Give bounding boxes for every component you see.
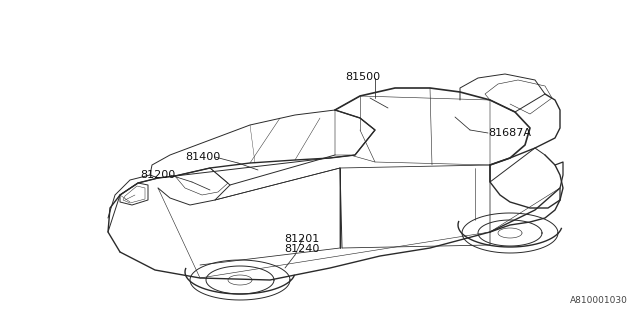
Text: 81500: 81500 [345, 72, 380, 82]
Text: 81201: 81201 [284, 234, 319, 244]
Text: 81687A: 81687A [488, 128, 531, 138]
Text: 81400: 81400 [185, 152, 220, 162]
Text: A810001030: A810001030 [570, 296, 628, 305]
Text: 81200: 81200 [140, 170, 175, 180]
Text: 81240: 81240 [284, 244, 319, 254]
